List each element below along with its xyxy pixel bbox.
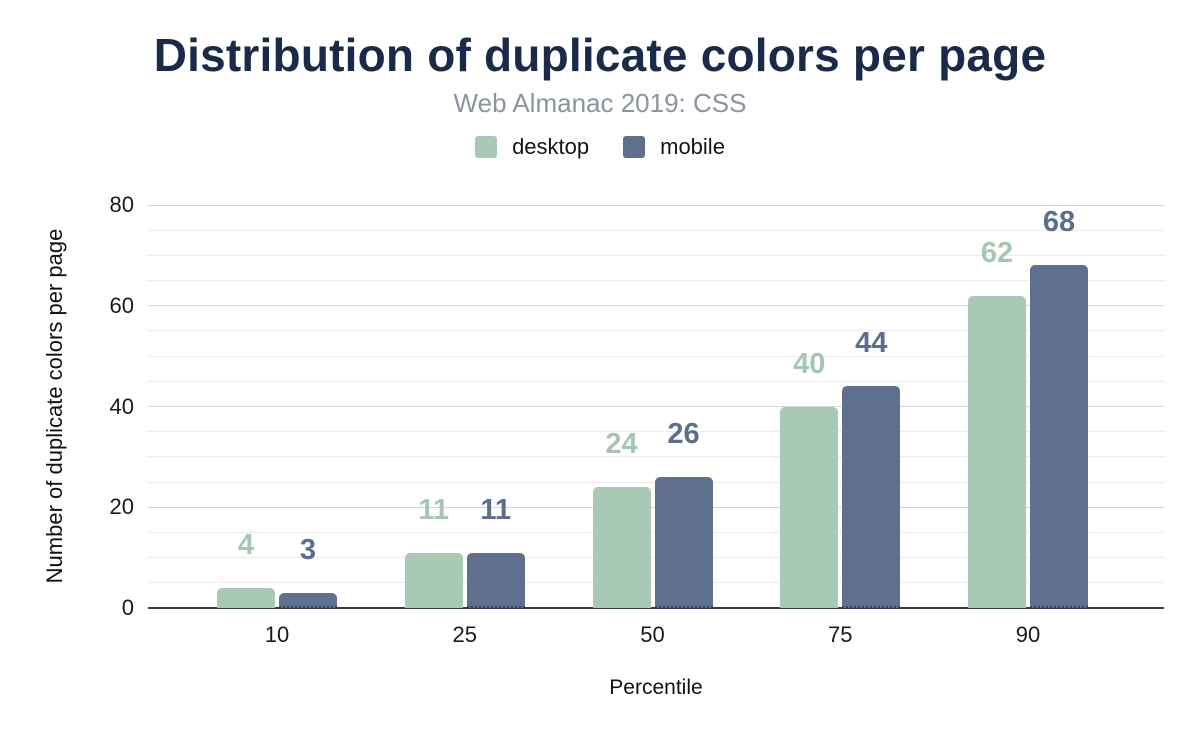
value-label-mobile-p50: 26: [667, 418, 700, 451]
plot-area: 4 11 24 40 62 3 11 26 44 68: [148, 204, 1164, 609]
legend-item-mobile[interactable]: mobile: [623, 134, 725, 160]
minor-gridline-65: [148, 280, 1164, 282]
y-tick-label-20: 20: [109, 494, 134, 520]
bar-desktop-p50: [592, 487, 651, 608]
legend-label: mobile: [660, 134, 725, 159]
value-label-mobile-p75: 44: [855, 327, 888, 360]
x-axis-line: [148, 607, 1164, 609]
minor-gridline-70: [148, 254, 1164, 256]
y-tick-label-60: 60: [109, 292, 134, 318]
value-label-desktop-p75: 40: [793, 347, 826, 380]
minor-gridline-75: [148, 229, 1164, 231]
minor-gridline-30: [148, 456, 1164, 458]
value-label-desktop-p25: 11: [418, 493, 450, 526]
bar-mobile-p50: [654, 477, 713, 608]
bar-desktop-p90: [968, 295, 1026, 608]
major-gridline-40: [148, 406, 1164, 407]
x-tick-label-50: 50: [640, 622, 665, 647]
bar-mobile-p10: [279, 592, 337, 608]
bar-desktop-p25: [404, 552, 463, 608]
y-axis-title: Number of duplicate colors per page: [42, 228, 67, 584]
legend-swatch-desktop-icon: [475, 136, 498, 158]
legend-item-desktop[interactable]: desktop: [475, 134, 589, 160]
bar-mobile-p90: [1030, 265, 1088, 608]
minor-gridline-35: [148, 431, 1164, 433]
chart-subtitle: Web Almanac 2019: CSS: [453, 88, 747, 118]
y-tick-label-40: 40: [109, 393, 134, 419]
value-label-desktop-p10: 4: [237, 528, 255, 561]
legend: desktop mobile: [0, 134, 1200, 160]
bar-desktop-p10: [217, 587, 275, 608]
bar-mobile-p75: [842, 386, 901, 608]
x-tick-label-10: 10: [264, 622, 290, 647]
minor-gridline-50: [148, 355, 1164, 357]
major-gridline-60: [148, 305, 1164, 307]
y-tick-label-0: 0: [121, 595, 134, 620]
major-gridline-80: [148, 204, 1164, 206]
legend-swatch-mobile-icon: [623, 136, 646, 158]
minor-gridline-45: [148, 380, 1164, 382]
x-tick-label-25: 25: [452, 622, 477, 647]
x-axis-title: Percentile: [609, 676, 703, 699]
bar-mobile-p25: [466, 552, 525, 608]
value-label-mobile-p25: 11: [480, 493, 512, 526]
bar-desktop-p75: [780, 406, 839, 608]
x-tick-label-90: 90: [1015, 622, 1041, 647]
value-label-desktop-p90: 62: [980, 236, 1014, 269]
legend-label: desktop: [512, 134, 590, 159]
chart-title: Distribution of duplicate colors per pag…: [153, 29, 1047, 81]
x-tick-label-75: 75: [828, 622, 853, 647]
y-tick-label-80: 80: [109, 192, 134, 217]
value-label-mobile-p10: 3: [299, 533, 317, 566]
minor-gridline-55: [148, 330, 1164, 332]
value-label-desktop-p50: 24: [605, 428, 638, 461]
value-label-mobile-p90: 68: [1042, 206, 1076, 239]
